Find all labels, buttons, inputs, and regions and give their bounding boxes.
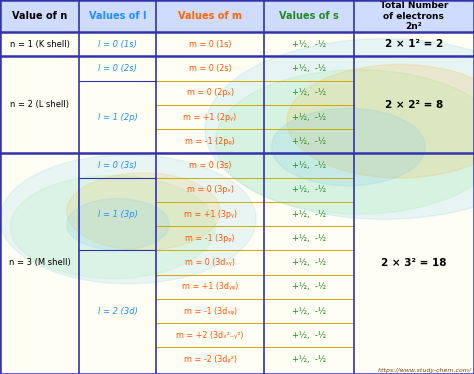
- Text: m = +1 (3pᵧ): m = +1 (3pᵧ): [183, 209, 237, 218]
- Text: l = 0 (1s): l = 0 (1s): [99, 40, 137, 49]
- Text: l = 1 (3p): l = 1 (3p): [98, 209, 138, 218]
- Text: m = 0 (3s): m = 0 (3s): [189, 161, 231, 170]
- Text: m = -1 (2pᵩ): m = -1 (2pᵩ): [185, 137, 235, 146]
- Text: m = 0 (2s): m = 0 (2s): [189, 64, 231, 73]
- Text: +½,  -½: +½, -½: [292, 113, 326, 122]
- Text: m = 0 (2pₓ): m = 0 (2pₓ): [187, 88, 234, 97]
- Circle shape: [205, 39, 474, 219]
- Text: m = -1 (3dₓᵩ): m = -1 (3dₓᵩ): [183, 307, 237, 316]
- Text: m = -2 (3dᵩ²): m = -2 (3dᵩ²): [183, 355, 237, 364]
- Circle shape: [67, 199, 169, 250]
- Circle shape: [215, 70, 474, 214]
- Text: l = 0 (3s): l = 0 (3s): [99, 161, 137, 170]
- Text: https://www.study-chem.com/: https://www.study-chem.com/: [377, 368, 472, 373]
- Text: n = 3 (M shell): n = 3 (M shell): [9, 258, 71, 267]
- Text: +½,  -½: +½, -½: [292, 186, 326, 194]
- Text: 2 × 2² = 8: 2 × 2² = 8: [385, 100, 443, 110]
- Text: +½,  -½: +½, -½: [292, 161, 326, 170]
- Text: +½,  -½: +½, -½: [292, 307, 326, 316]
- Text: +½,  -½: +½, -½: [292, 331, 326, 340]
- Text: n = 2 (L shell): n = 2 (L shell): [10, 101, 69, 110]
- Text: m = +2 (3dₓ²₋ᵧ²): m = +2 (3dₓ²₋ᵧ²): [176, 331, 244, 340]
- Bar: [0, 0, 474, 32]
- Text: +½,  -½: +½, -½: [292, 209, 326, 218]
- Text: l = 1 (2p): l = 1 (2p): [98, 113, 138, 122]
- Text: +½,  -½: +½, -½: [292, 282, 326, 291]
- Text: m = 0 (3dₓᵧ): m = 0 (3dₓᵧ): [185, 258, 235, 267]
- Text: +½,  -½: +½, -½: [292, 137, 326, 146]
- Text: Values of l: Values of l: [89, 11, 146, 21]
- Circle shape: [67, 173, 220, 250]
- Text: l = 0 (2s): l = 0 (2s): [99, 64, 137, 73]
- Circle shape: [10, 175, 215, 279]
- Text: +½,  -½: +½, -½: [292, 88, 326, 97]
- Text: Total Number
of electrons
2n²: Total Number of electrons 2n²: [380, 1, 448, 31]
- Text: +½,  -½: +½, -½: [292, 64, 326, 73]
- Circle shape: [272, 108, 425, 186]
- Text: m = +1 (3dᵧᵩ): m = +1 (3dᵧᵩ): [182, 282, 238, 291]
- Text: +½,  -½: +½, -½: [292, 234, 326, 243]
- Text: 2 × 1² = 2: 2 × 1² = 2: [385, 39, 443, 49]
- Text: m = 0 (1s): m = 0 (1s): [189, 40, 231, 49]
- Text: 2 × 3² = 18: 2 × 3² = 18: [381, 258, 447, 267]
- Text: m = 0 (3pₓ): m = 0 (3pₓ): [187, 186, 234, 194]
- Text: m = +1 (2pᵧ): m = +1 (2pᵧ): [183, 113, 237, 122]
- Text: Value of n: Value of n: [12, 11, 67, 21]
- Text: n = 1 (K shell): n = 1 (K shell): [10, 40, 70, 49]
- Text: Values of s: Values of s: [279, 11, 338, 21]
- Text: Values of m: Values of m: [178, 11, 242, 21]
- Text: +½,  -½: +½, -½: [292, 40, 326, 49]
- Circle shape: [287, 64, 474, 178]
- Text: m = -1 (3pᵩ): m = -1 (3pᵩ): [185, 234, 235, 243]
- Text: +½,  -½: +½, -½: [292, 258, 326, 267]
- Text: +½,  -½: +½, -½: [292, 355, 326, 364]
- Circle shape: [0, 155, 256, 284]
- Text: l = 2 (3d): l = 2 (3d): [98, 307, 138, 316]
